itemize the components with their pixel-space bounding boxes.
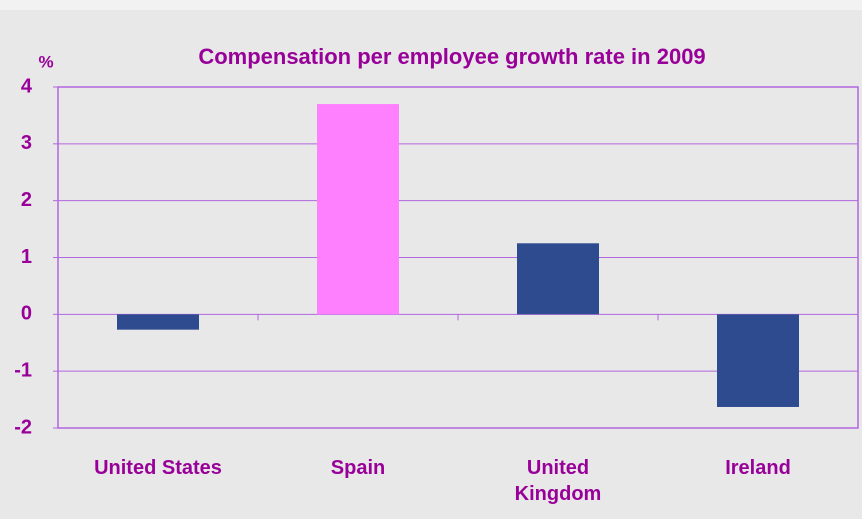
bar xyxy=(117,314,199,330)
x-tick-label: Spain xyxy=(330,457,386,479)
bar xyxy=(517,243,599,315)
x-tick-label: United Kingdom xyxy=(514,457,602,505)
y-tick-label: -1 xyxy=(14,359,32,381)
y-axis-label: % xyxy=(38,52,53,71)
bar xyxy=(717,314,799,407)
y-tick-label: 4 xyxy=(21,75,33,97)
y-tick-label: 1 xyxy=(21,246,32,268)
chart-title: Compensation per employee growth rate in… xyxy=(198,44,705,69)
y-tick-label: 3 xyxy=(21,132,32,154)
bar xyxy=(317,104,399,315)
x-tick-label: Ireland xyxy=(725,457,791,479)
y-tick-label: -2 xyxy=(14,416,32,438)
plot-border xyxy=(57,86,859,429)
top-strip xyxy=(0,0,862,10)
x-tick-label: United States xyxy=(94,457,222,479)
y-tick-label: 2 xyxy=(21,189,32,211)
y-tick-label: 0 xyxy=(21,303,32,325)
